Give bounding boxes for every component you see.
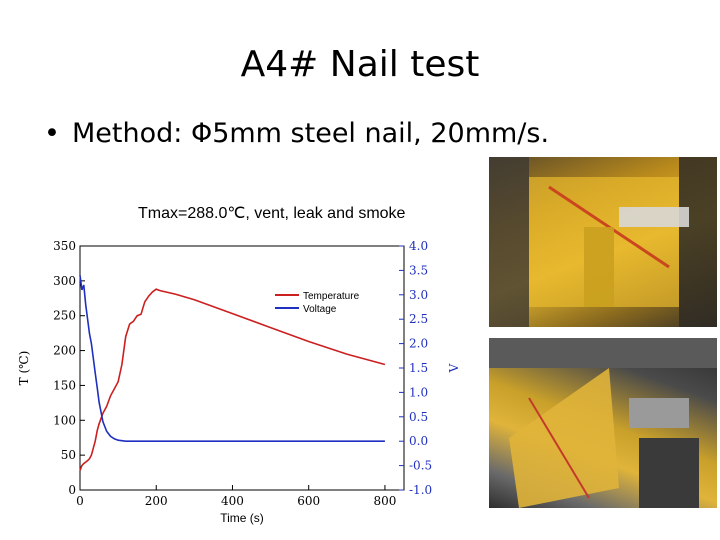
y-tick-label-0: 0 bbox=[68, 483, 76, 497]
legend-label-temperature: Temperature bbox=[303, 291, 360, 302]
photo-battery-fixture-top bbox=[489, 157, 717, 327]
x-axis-label: Time (s) bbox=[220, 511, 264, 525]
series-line-voltage bbox=[79, 275, 385, 442]
legend: Temperature Voltage bbox=[275, 291, 360, 315]
photo-illustration-top bbox=[489, 157, 717, 327]
y-right-axis-label: V bbox=[447, 363, 461, 373]
bullet-dot-icon: • bbox=[44, 118, 60, 149]
y-right-tick-label-7: 2.5 bbox=[409, 312, 428, 326]
y-axis-label: T (℃) bbox=[17, 351, 31, 386]
bullet-point: • Method: Φ5mm steel nail, 20mm/s. bbox=[44, 118, 549, 149]
axes: 0 200 400 600 800 0 50 100 150 200 250 300 350 -1.0 -0… bbox=[17, 239, 461, 525]
chart-caption: Tmax=288.0℃, vent, leak and smoke bbox=[138, 205, 406, 222]
y-tick-label-7: 350 bbox=[53, 239, 76, 253]
y-right-tick-label-6: 2.0 bbox=[409, 337, 428, 351]
y-right-tick-label-4: 1.0 bbox=[409, 385, 428, 399]
y-right-tick-label-1: -0.5 bbox=[409, 459, 432, 473]
slide-title: A4# Nail test bbox=[240, 44, 480, 85]
x-tick-label-0: 0 bbox=[76, 494, 84, 508]
x-tick-label-2: 400 bbox=[221, 494, 244, 508]
photo-battery-fixture-bottom bbox=[489, 338, 717, 508]
x-tick-label-4: 800 bbox=[373, 494, 396, 508]
y-right-tick-label-3: 0.5 bbox=[409, 410, 428, 424]
photo-illustration-bottom bbox=[489, 338, 717, 508]
y-right-tick-label-8: 3.0 bbox=[409, 288, 428, 302]
series-line-temperature bbox=[79, 288, 386, 471]
x-tick-label-3: 600 bbox=[297, 494, 320, 508]
y-tick-label-4: 200 bbox=[53, 344, 76, 358]
x-tick-label-1: 200 bbox=[145, 494, 168, 508]
y-right-tick-label-5: 1.5 bbox=[409, 361, 428, 375]
y-tick-label-5: 250 bbox=[53, 309, 76, 323]
y-right-tick-label-10: 4.0 bbox=[409, 239, 428, 253]
y-right-tick-label-2: 0.0 bbox=[409, 434, 428, 448]
y-tick-label-2: 100 bbox=[53, 413, 76, 427]
y-tick-label-1: 50 bbox=[61, 448, 76, 462]
bullet-text: Method: Φ5mm steel nail, 20mm/s. bbox=[72, 118, 550, 149]
y-right-tick-label-0: -1.0 bbox=[409, 483, 432, 497]
y-tick-label-6: 300 bbox=[53, 274, 76, 288]
legend-label-voltage: Voltage bbox=[303, 304, 337, 315]
plot-frame bbox=[79, 245, 405, 491]
series bbox=[79, 275, 386, 471]
y-right-tick-label-9: 3.5 bbox=[409, 263, 428, 277]
chart: 0 200 400 600 800 0 50 100 150 200 250 300 350 -1.0 -0… bbox=[17, 239, 461, 525]
y-tick-label-3: 150 bbox=[53, 378, 76, 392]
